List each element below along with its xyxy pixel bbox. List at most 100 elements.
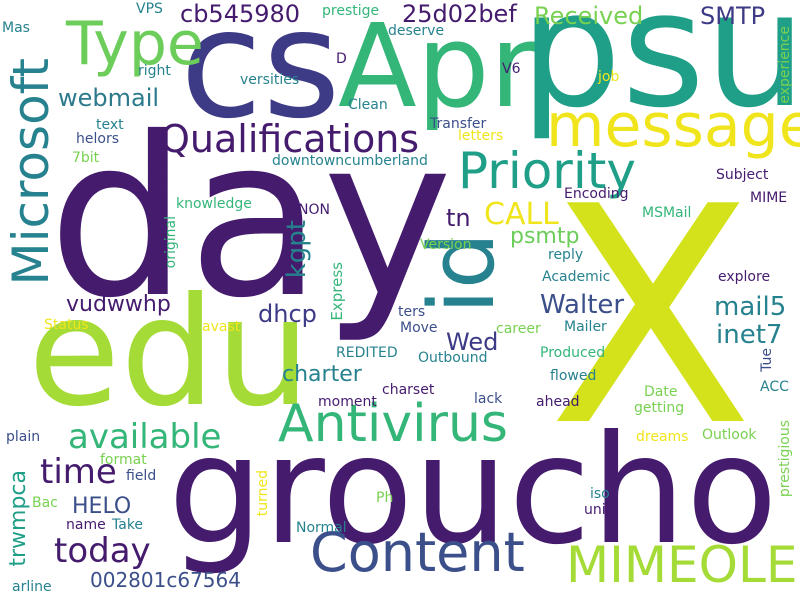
- word-smtp: SMTP: [700, 2, 766, 30]
- word-job: job: [598, 69, 620, 85]
- word-mime: MIME: [750, 190, 788, 206]
- word-webmail: webmail: [58, 84, 160, 112]
- word-7bit: 7bit: [72, 150, 100, 166]
- word-downtowncumberland: downtowncumberland: [272, 153, 428, 169]
- word-turned: turned: [255, 470, 271, 517]
- word-status: Status: [44, 317, 89, 333]
- word-day: day: [48, 90, 453, 346]
- word-tue: Tue: [759, 348, 775, 372]
- word-helo: HELO: [72, 494, 132, 519]
- word-normal: Normal: [296, 520, 347, 536]
- word-explore: explore: [718, 269, 771, 285]
- word-format: format: [100, 452, 147, 468]
- word-ahead: ahead: [536, 394, 580, 410]
- word-letters: letters: [458, 128, 504, 144]
- word-moment: moment: [318, 394, 377, 410]
- word-flowed: flowed: [550, 368, 597, 384]
- word-mail5: mail5: [714, 292, 787, 322]
- word-vudwwhp: vudwwhp: [66, 292, 171, 317]
- word-v6: V6: [502, 61, 521, 77]
- word-psu: psu: [520, 0, 800, 143]
- word-cb545980: cb545980: [180, 0, 301, 28]
- word-microsoft: Microsoft: [2, 58, 60, 286]
- word-prestigious: prestigious: [777, 420, 793, 498]
- word-deserve: deserve: [388, 23, 445, 39]
- word-prestige: prestige: [322, 3, 380, 19]
- word-kgpt: kgpt: [282, 220, 312, 279]
- word-dhcp: dhcp: [258, 300, 317, 328]
- word-groucho: groucho: [168, 404, 778, 578]
- word-priority: Priority: [458, 142, 636, 200]
- word-time: time: [40, 452, 117, 492]
- word-original: original: [163, 216, 179, 269]
- word-mas: Mas: [2, 20, 30, 36]
- word-produced: Produced: [540, 345, 606, 361]
- word-experience: experience: [777, 26, 793, 104]
- word-versities: versities: [240, 72, 300, 88]
- word-bac: Bac: [32, 495, 58, 511]
- word-uni: uni: [584, 502, 606, 518]
- word-outlook: Outlook: [702, 427, 757, 443]
- word-field: field: [126, 468, 157, 484]
- word-dreams: dreams: [636, 429, 689, 445]
- word-tn: tn: [446, 204, 471, 232]
- word-qualifications: Qualifications: [160, 117, 420, 161]
- word-cs: cs: [180, 0, 341, 152]
- word-date: Date: [644, 384, 678, 400]
- word-outbound: Outbound: [418, 350, 488, 366]
- word-content: Content: [310, 521, 525, 584]
- word-subject: Subject: [716, 167, 769, 183]
- word-academic: Academic: [542, 269, 611, 285]
- word-call: CALL: [484, 197, 559, 232]
- word-reply: reply: [548, 247, 584, 263]
- word-vps: VPS: [136, 1, 163, 17]
- word-avast: avast: [202, 319, 241, 335]
- word-ph: Ph: [376, 490, 394, 506]
- word-take: Take: [112, 517, 144, 533]
- word-iso: iso: [590, 486, 610, 502]
- word-transfer: Transfer: [430, 116, 487, 132]
- word-getting: getting: [634, 400, 685, 416]
- word-redited: REDITED: [336, 345, 398, 361]
- word-express: Express: [328, 262, 346, 321]
- word-walter: Walter: [540, 290, 625, 320]
- word-antivirus: Antivirus: [278, 394, 509, 454]
- word-msmail: MSMail: [642, 205, 692, 221]
- word-d: D: [336, 51, 347, 67]
- word-charset: charset: [382, 382, 435, 398]
- word-text: text: [96, 117, 124, 133]
- word-mimeole: MIMEOLE: [566, 536, 798, 594]
- word-received: Received: [534, 2, 644, 30]
- word-wed: Wed: [446, 328, 499, 356]
- word-charter: charter: [282, 362, 362, 387]
- word-non: NON: [298, 202, 330, 218]
- word-right: right: [138, 63, 171, 79]
- word-acc: ACC: [760, 379, 789, 395]
- word-helors: helors: [76, 131, 119, 147]
- word-arline: arline: [12, 579, 52, 595]
- word-name: name: [66, 517, 106, 533]
- word-plain: plain: [6, 429, 41, 445]
- word-clean: Clean: [348, 97, 388, 113]
- word-version: Version: [420, 237, 472, 253]
- word-edu: edu: [28, 266, 311, 440]
- word-available: available: [68, 417, 222, 457]
- word-apr: Apr: [338, 0, 537, 134]
- word-mailer: Mailer: [564, 319, 607, 335]
- word-knowledge: knowledge: [176, 196, 252, 212]
- word-trwmpca: trwmpca: [6, 470, 31, 567]
- word-25d02bef: 25d02bef: [402, 0, 517, 28]
- word-message: message: [546, 91, 800, 161]
- word-today: today: [54, 531, 151, 571]
- word-002801c67564: 002801c67564: [90, 568, 241, 592]
- word-ters: ters: [398, 304, 426, 320]
- word-encoding: Encoding: [564, 186, 629, 202]
- word-move: Move: [400, 320, 438, 336]
- word-type: Type: [66, 9, 204, 79]
- word-inet7: inet7: [716, 320, 783, 350]
- word-x: X: [548, 143, 754, 492]
- word-career: career: [496, 321, 541, 337]
- word-lack: lack: [474, 391, 503, 407]
- word-psmtp: psmtp: [510, 224, 580, 249]
